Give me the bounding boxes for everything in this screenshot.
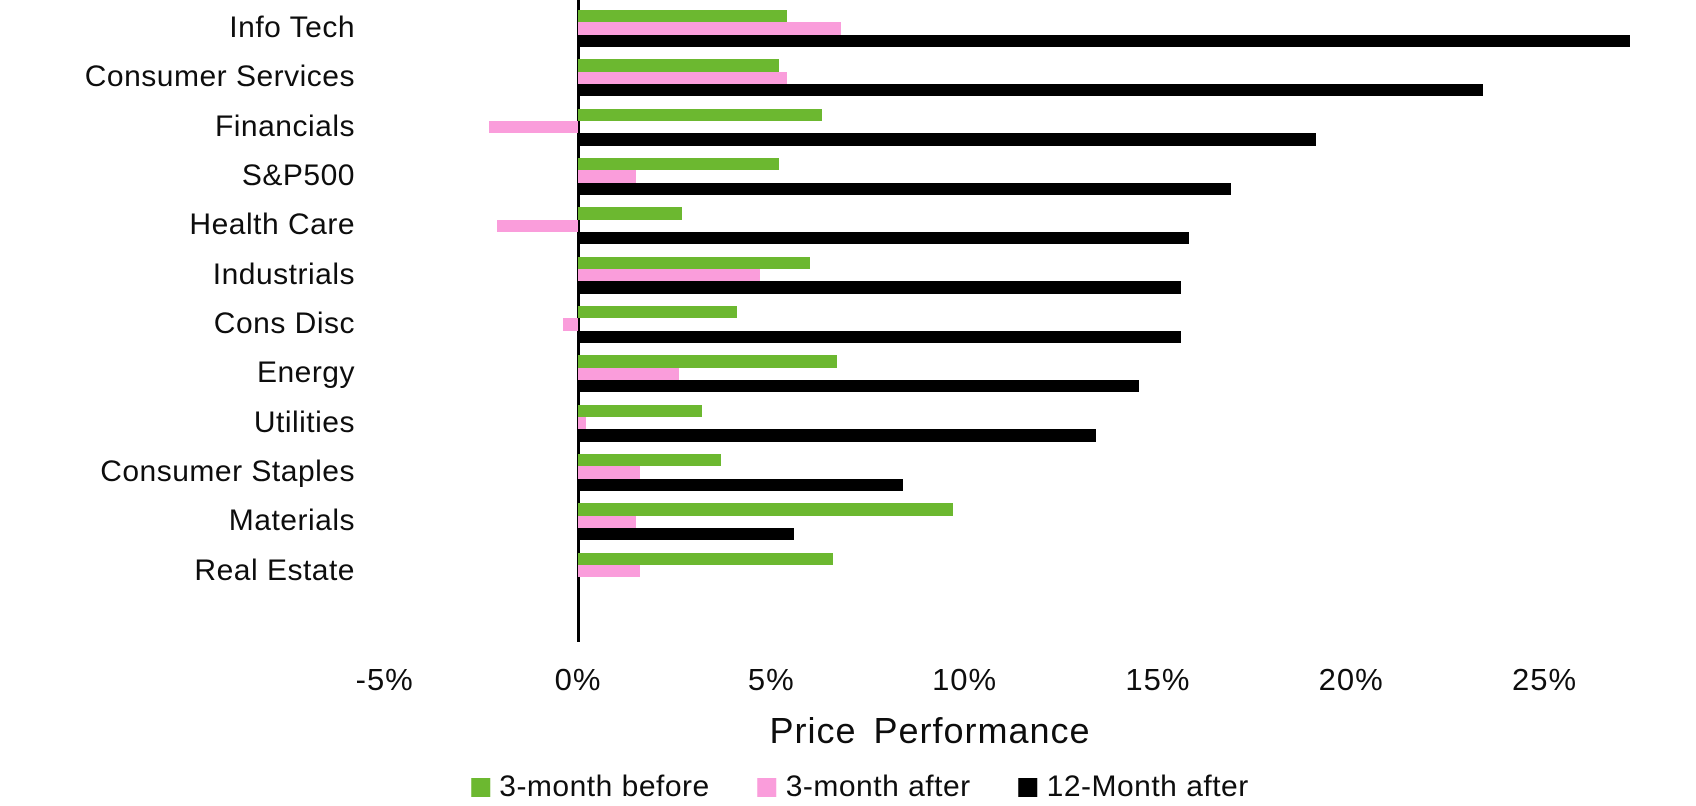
category-label: Consumer Services: [84, 60, 355, 94]
legend-item: 3-month after: [757, 770, 971, 804]
category-label: S&P500: [241, 158, 355, 192]
bar: [578, 379, 1139, 393]
category-label: Materials: [228, 504, 355, 538]
x-tick-label: 20%: [1318, 662, 1384, 697]
bar: [578, 256, 810, 269]
x-tick-label: 5%: [747, 662, 795, 697]
x-axis-title: Price Performance: [769, 710, 1091, 751]
category-label: Industrials: [212, 257, 355, 291]
x-tick-label: 25%: [1511, 662, 1578, 697]
bar: [578, 367, 679, 380]
legend-item: 12-Month after: [1018, 770, 1249, 804]
bar: [578, 231, 1189, 245]
bar: [562, 318, 578, 331]
bar: [578, 564, 640, 578]
legend-item: 3-month before: [471, 770, 709, 804]
bar: [578, 22, 841, 35]
x-tick-label: 0%: [554, 662, 602, 697]
x-tick-label: 15%: [1125, 662, 1191, 697]
bar: [578, 453, 722, 467]
legend-label: 12-Month after: [1046, 770, 1249, 803]
bar: [578, 108, 822, 121]
bar: [578, 330, 1182, 343]
bar: [578, 416, 586, 430]
zero-axis-line: [576, 0, 580, 642]
bar: [578, 429, 1097, 442]
bar: [578, 355, 838, 368]
bar: [578, 466, 640, 479]
x-tick-label: 10%: [932, 662, 998, 697]
category-label: Cons Disc: [213, 306, 355, 340]
bar: [578, 170, 636, 183]
category-label: Utilities: [253, 405, 355, 439]
category-label: Info Tech: [229, 11, 355, 44]
bar: [578, 83, 1483, 97]
category-label: Financials: [214, 109, 355, 143]
bar: [578, 305, 737, 319]
chart-legend: 3-month before 3-month after 12-Month afte…: [471, 770, 1248, 804]
bar: [578, 515, 636, 528]
legend-swatch-icon: [757, 777, 777, 797]
legend-swatch-icon: [471, 777, 491, 797]
bar: [578, 503, 953, 516]
category-label: Health Care: [189, 208, 355, 242]
bar: [578, 552, 834, 565]
bar: [578, 281, 1182, 294]
bar: [578, 10, 787, 23]
bar: [578, 268, 760, 282]
bar: [578, 404, 702, 417]
bar: [578, 157, 780, 171]
legend-label: 3-month before: [499, 770, 710, 803]
category-label: Consumer Staples: [100, 454, 355, 488]
bar: [578, 71, 787, 84]
bar: [578, 34, 1630, 47]
category-label: Energy: [256, 356, 355, 390]
bar: [489, 120, 578, 134]
bar: [496, 219, 578, 232]
bar: [578, 527, 795, 541]
category-label: Real Estate: [194, 553, 355, 587]
x-tick-label: -5%: [355, 662, 414, 697]
bar: [578, 59, 780, 72]
bar: [578, 207, 683, 220]
plot-area: Info Tech Consumer Services Financials S&P5…: [84, 0, 1630, 642]
legend-swatch-icon: [1018, 777, 1038, 797]
legend-label: 3-month after: [785, 770, 971, 803]
bar: [578, 133, 1317, 146]
bar: [578, 182, 1232, 195]
bar: [578, 478, 903, 491]
